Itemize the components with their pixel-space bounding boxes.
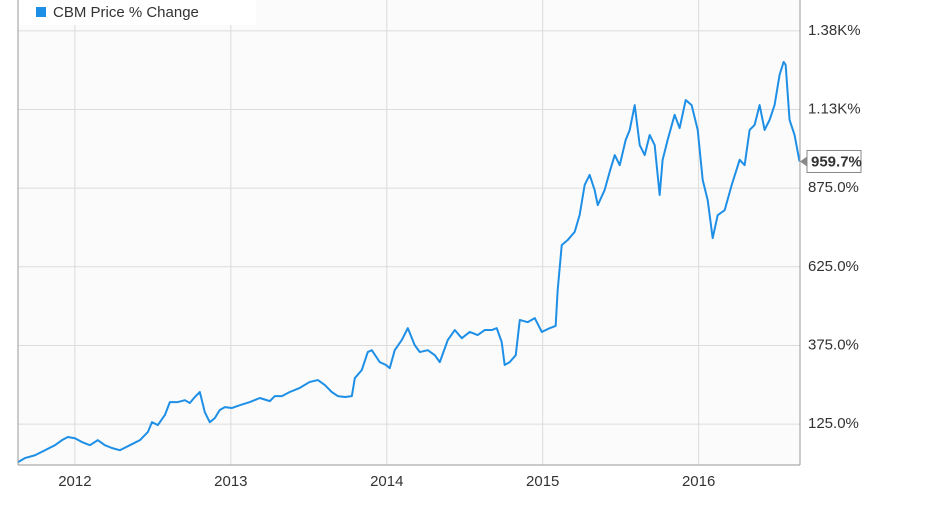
- legend-box: [19, 0, 256, 25]
- x-tick-label: 2013: [214, 473, 247, 490]
- x-tick-label: 2015: [526, 473, 559, 490]
- value-label-pointer: [800, 156, 807, 167]
- line: [17, 60, 801, 464]
- y-tick-label: 875.0%: [808, 179, 859, 196]
- legend: CBM Price % Change: [19, 0, 256, 25]
- y-tick-label: 375.0%: [808, 336, 859, 353]
- x-tick-label: 2012: [58, 473, 91, 490]
- y-tick-label: 625.0%: [808, 258, 859, 275]
- legend-label: CBM Price % Change: [53, 4, 199, 21]
- grid: [18, 0, 800, 465]
- y-tick-label: 1.38K%: [808, 22, 861, 39]
- plot-area: [18, 0, 800, 465]
- x-tick-label: 2016: [682, 473, 715, 490]
- labels: 125.0% 375.0% 625.0% 875.0% 1.13K% 1.38K% 2012…: [19, 0, 862, 490]
- legend-swatch: [36, 7, 46, 17]
- y-tick-label: 125.0%: [808, 415, 859, 432]
- x-tick-label: 2014: [370, 473, 403, 490]
- marks: [17, 60, 801, 464]
- y-tick-label: 1.13K%: [808, 100, 861, 117]
- value-label: 959.7%: [811, 153, 862, 170]
